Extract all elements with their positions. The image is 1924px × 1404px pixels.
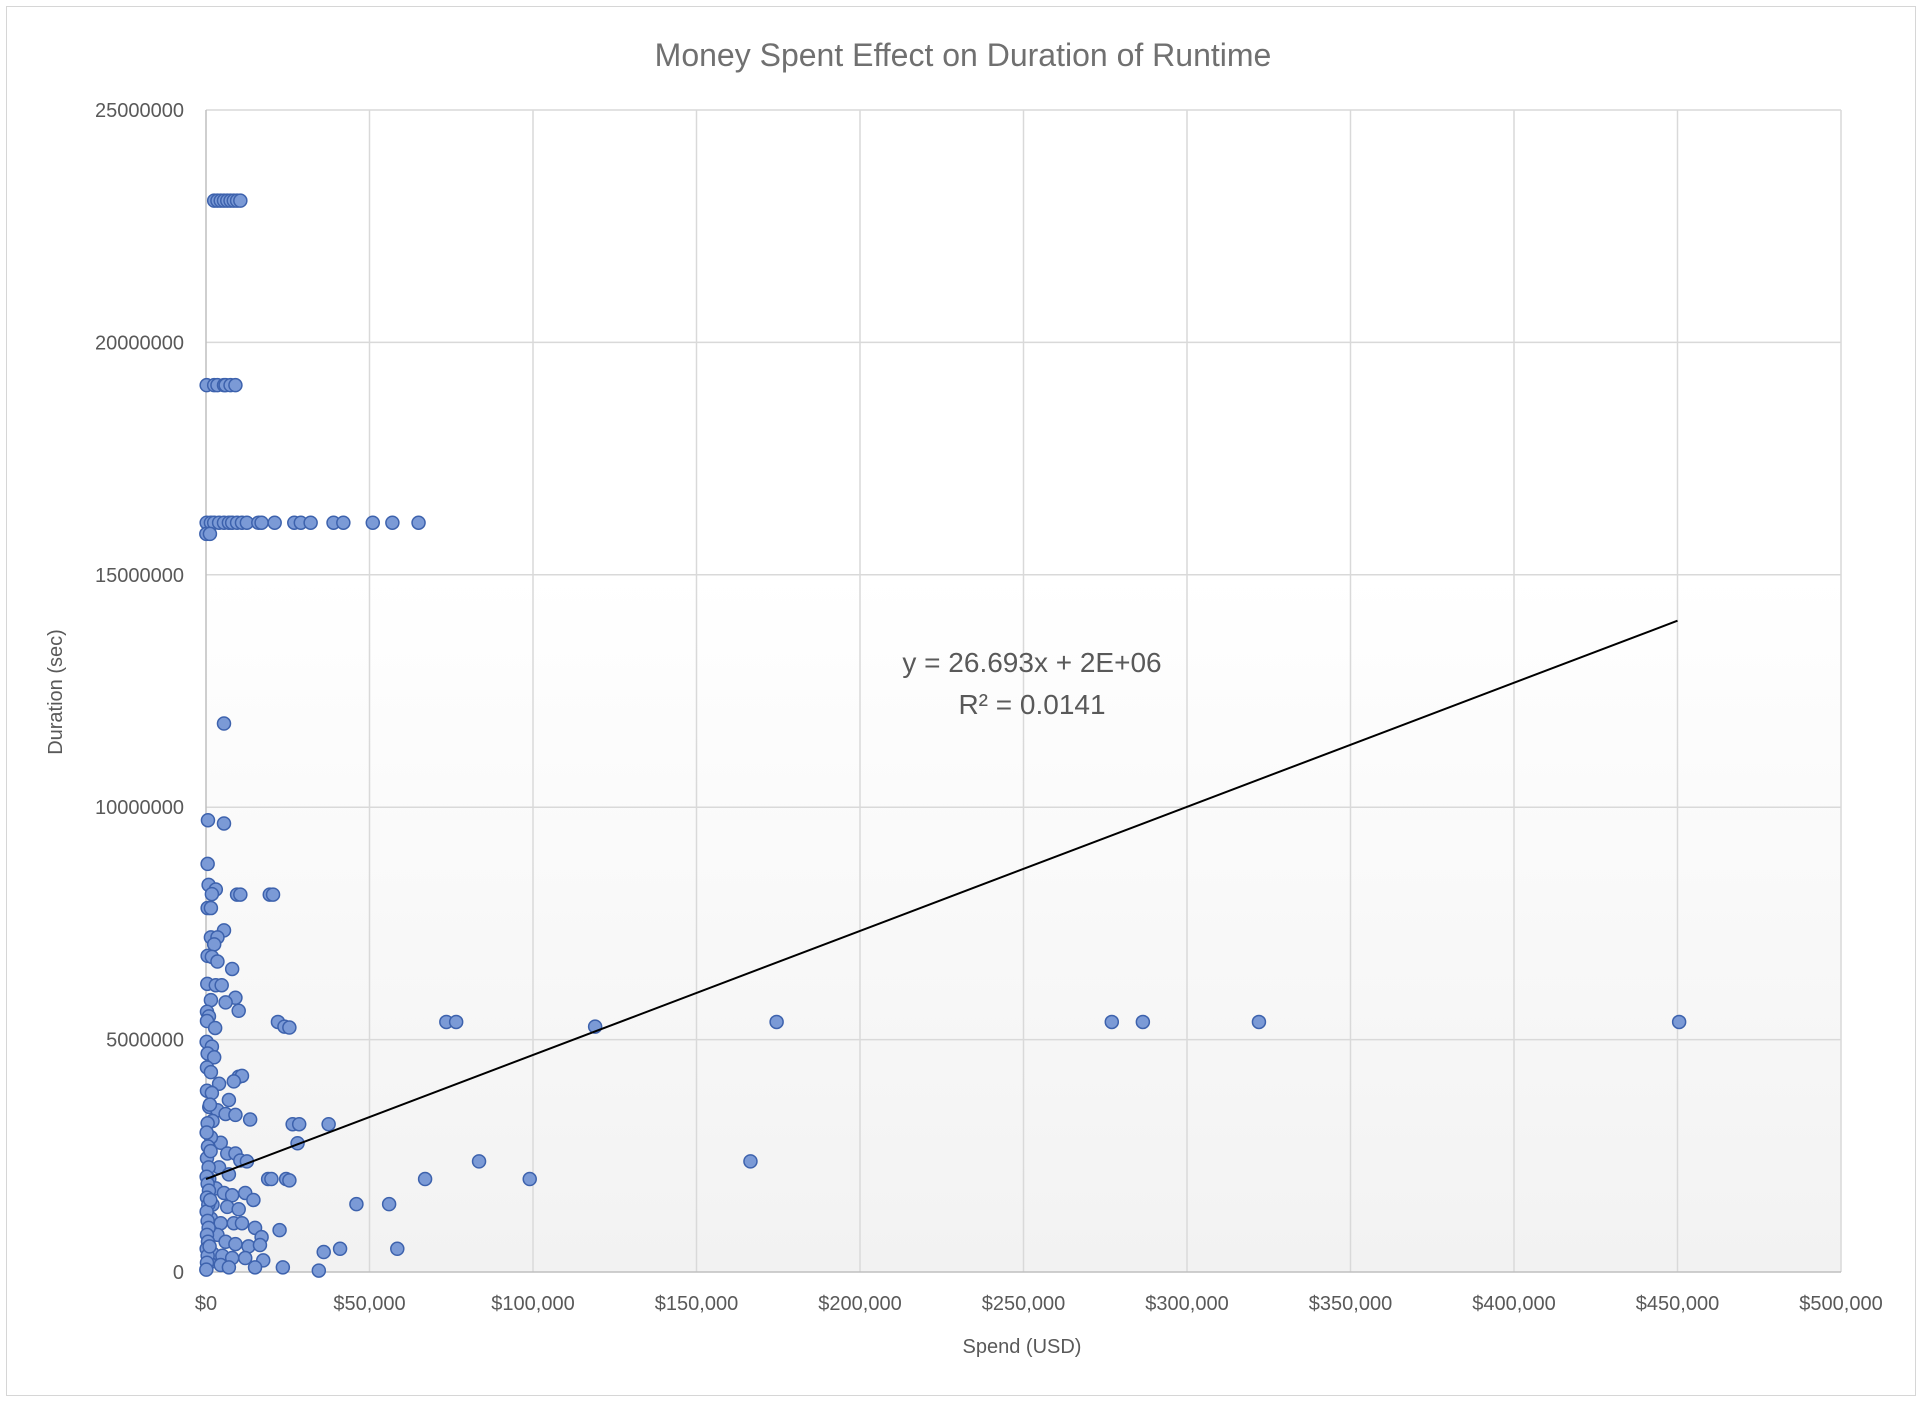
x-tick-label: $350,000 [1309, 1293, 1392, 1315]
data-point [228, 1107, 243, 1123]
x-tick-label: $200,000 [818, 1293, 901, 1315]
data-point [282, 1020, 297, 1035]
data-point [207, 1020, 223, 1036]
y-tick-label: 25000000 [95, 100, 184, 122]
y-axis-label: Duration (sec) [45, 629, 67, 755]
data-point [267, 515, 282, 530]
data-point [272, 1222, 287, 1238]
data-point [390, 1241, 405, 1257]
y-tick-label: 5000000 [106, 1030, 184, 1052]
data-point [264, 1171, 279, 1187]
x-tick-label: $300,000 [1145, 1293, 1228, 1315]
data-point [242, 1112, 258, 1127]
data-point [246, 1192, 261, 1208]
data-point [237, 1250, 253, 1266]
data-point [199, 1125, 214, 1140]
x-tick-label: $500,000 [1799, 1293, 1882, 1315]
data-point [203, 1192, 218, 1208]
data-points [199, 193, 1687, 1278]
data-point [210, 954, 225, 969]
data-point [411, 515, 426, 530]
y-tick-label: 15000000 [95, 565, 184, 587]
data-point [522, 1171, 537, 1187]
data-point [202, 1097, 218, 1112]
data-point [336, 515, 351, 530]
data-point [216, 816, 232, 831]
data-point [204, 1085, 220, 1101]
y-tick-label: 0 [173, 1262, 184, 1284]
data-point [200, 812, 216, 828]
data-point [385, 515, 400, 530]
trendline [205, 619, 1678, 1180]
data-point [252, 1237, 268, 1253]
x-tick-label: $450,000 [1636, 1293, 1719, 1315]
y-tick-label: 10000000 [95, 797, 184, 819]
data-point [316, 1244, 331, 1260]
x-tick-label: $100,000 [491, 1293, 574, 1315]
data-point [231, 1003, 246, 1019]
data-point [224, 961, 240, 977]
data-point [203, 1064, 219, 1080]
data-point [206, 1050, 222, 1065]
x-tick-label: $50,000 [333, 1293, 405, 1315]
data-point [265, 887, 281, 902]
data-point [1671, 1014, 1687, 1030]
chart-title: Money Spent Effect on Duration of Runtim… [655, 37, 1272, 73]
data-point [199, 1262, 214, 1277]
data-point [1135, 1014, 1151, 1030]
data-point [247, 1260, 263, 1275]
x-tick-label: $250,000 [982, 1293, 1065, 1315]
data-point [448, 1014, 464, 1030]
data-point [1251, 1014, 1267, 1030]
data-point [228, 377, 243, 393]
data-point [417, 1171, 433, 1187]
x-tick-label: $400,000 [1472, 1293, 1555, 1315]
data-point [332, 1241, 348, 1257]
data-point [221, 1092, 237, 1108]
trendline-equation: y = 26.693x + 2E+06 [902, 647, 1161, 678]
data-point [282, 1173, 297, 1188]
axes: 0 5000000 10000000 15000000 20000000 25000000… [95, 100, 1883, 1315]
data-point [203, 900, 219, 916]
data-point [203, 1143, 218, 1159]
data-point [311, 1263, 327, 1278]
x-tick-label: $0 [195, 1293, 217, 1315]
trendline-layer [205, 619, 1678, 1180]
data-point [218, 995, 233, 1010]
y-tick-label: 20000000 [95, 332, 184, 354]
data-point [226, 1074, 242, 1089]
data-point [231, 1202, 246, 1217]
data-point [275, 1260, 291, 1275]
data-point [769, 1014, 784, 1030]
data-point [228, 1236, 243, 1252]
data-point [221, 1260, 237, 1275]
data-point [233, 193, 248, 208]
data-point [365, 515, 381, 530]
data-point [214, 977, 229, 993]
data-point [471, 1154, 487, 1169]
data-point [743, 1154, 758, 1169]
data-point [204, 886, 220, 902]
data-point [206, 937, 222, 952]
data-point [216, 716, 232, 731]
data-point [200, 856, 215, 872]
trendline-r-squared: R² = 0.0141 [958, 689, 1105, 720]
data-point [1104, 1014, 1120, 1030]
data-point [234, 1215, 250, 1231]
data-point [254, 515, 269, 530]
x-tick-label: $150,000 [655, 1293, 738, 1315]
data-point [349, 1196, 364, 1212]
data-point [381, 1196, 397, 1212]
data-point [303, 515, 318, 530]
data-point [202, 1239, 217, 1254]
data-point [291, 1116, 307, 1132]
data-point [202, 526, 218, 542]
x-axis-label: Spend (USD) [963, 1336, 1082, 1358]
data-point [321, 1116, 336, 1132]
data-point [233, 887, 248, 902]
